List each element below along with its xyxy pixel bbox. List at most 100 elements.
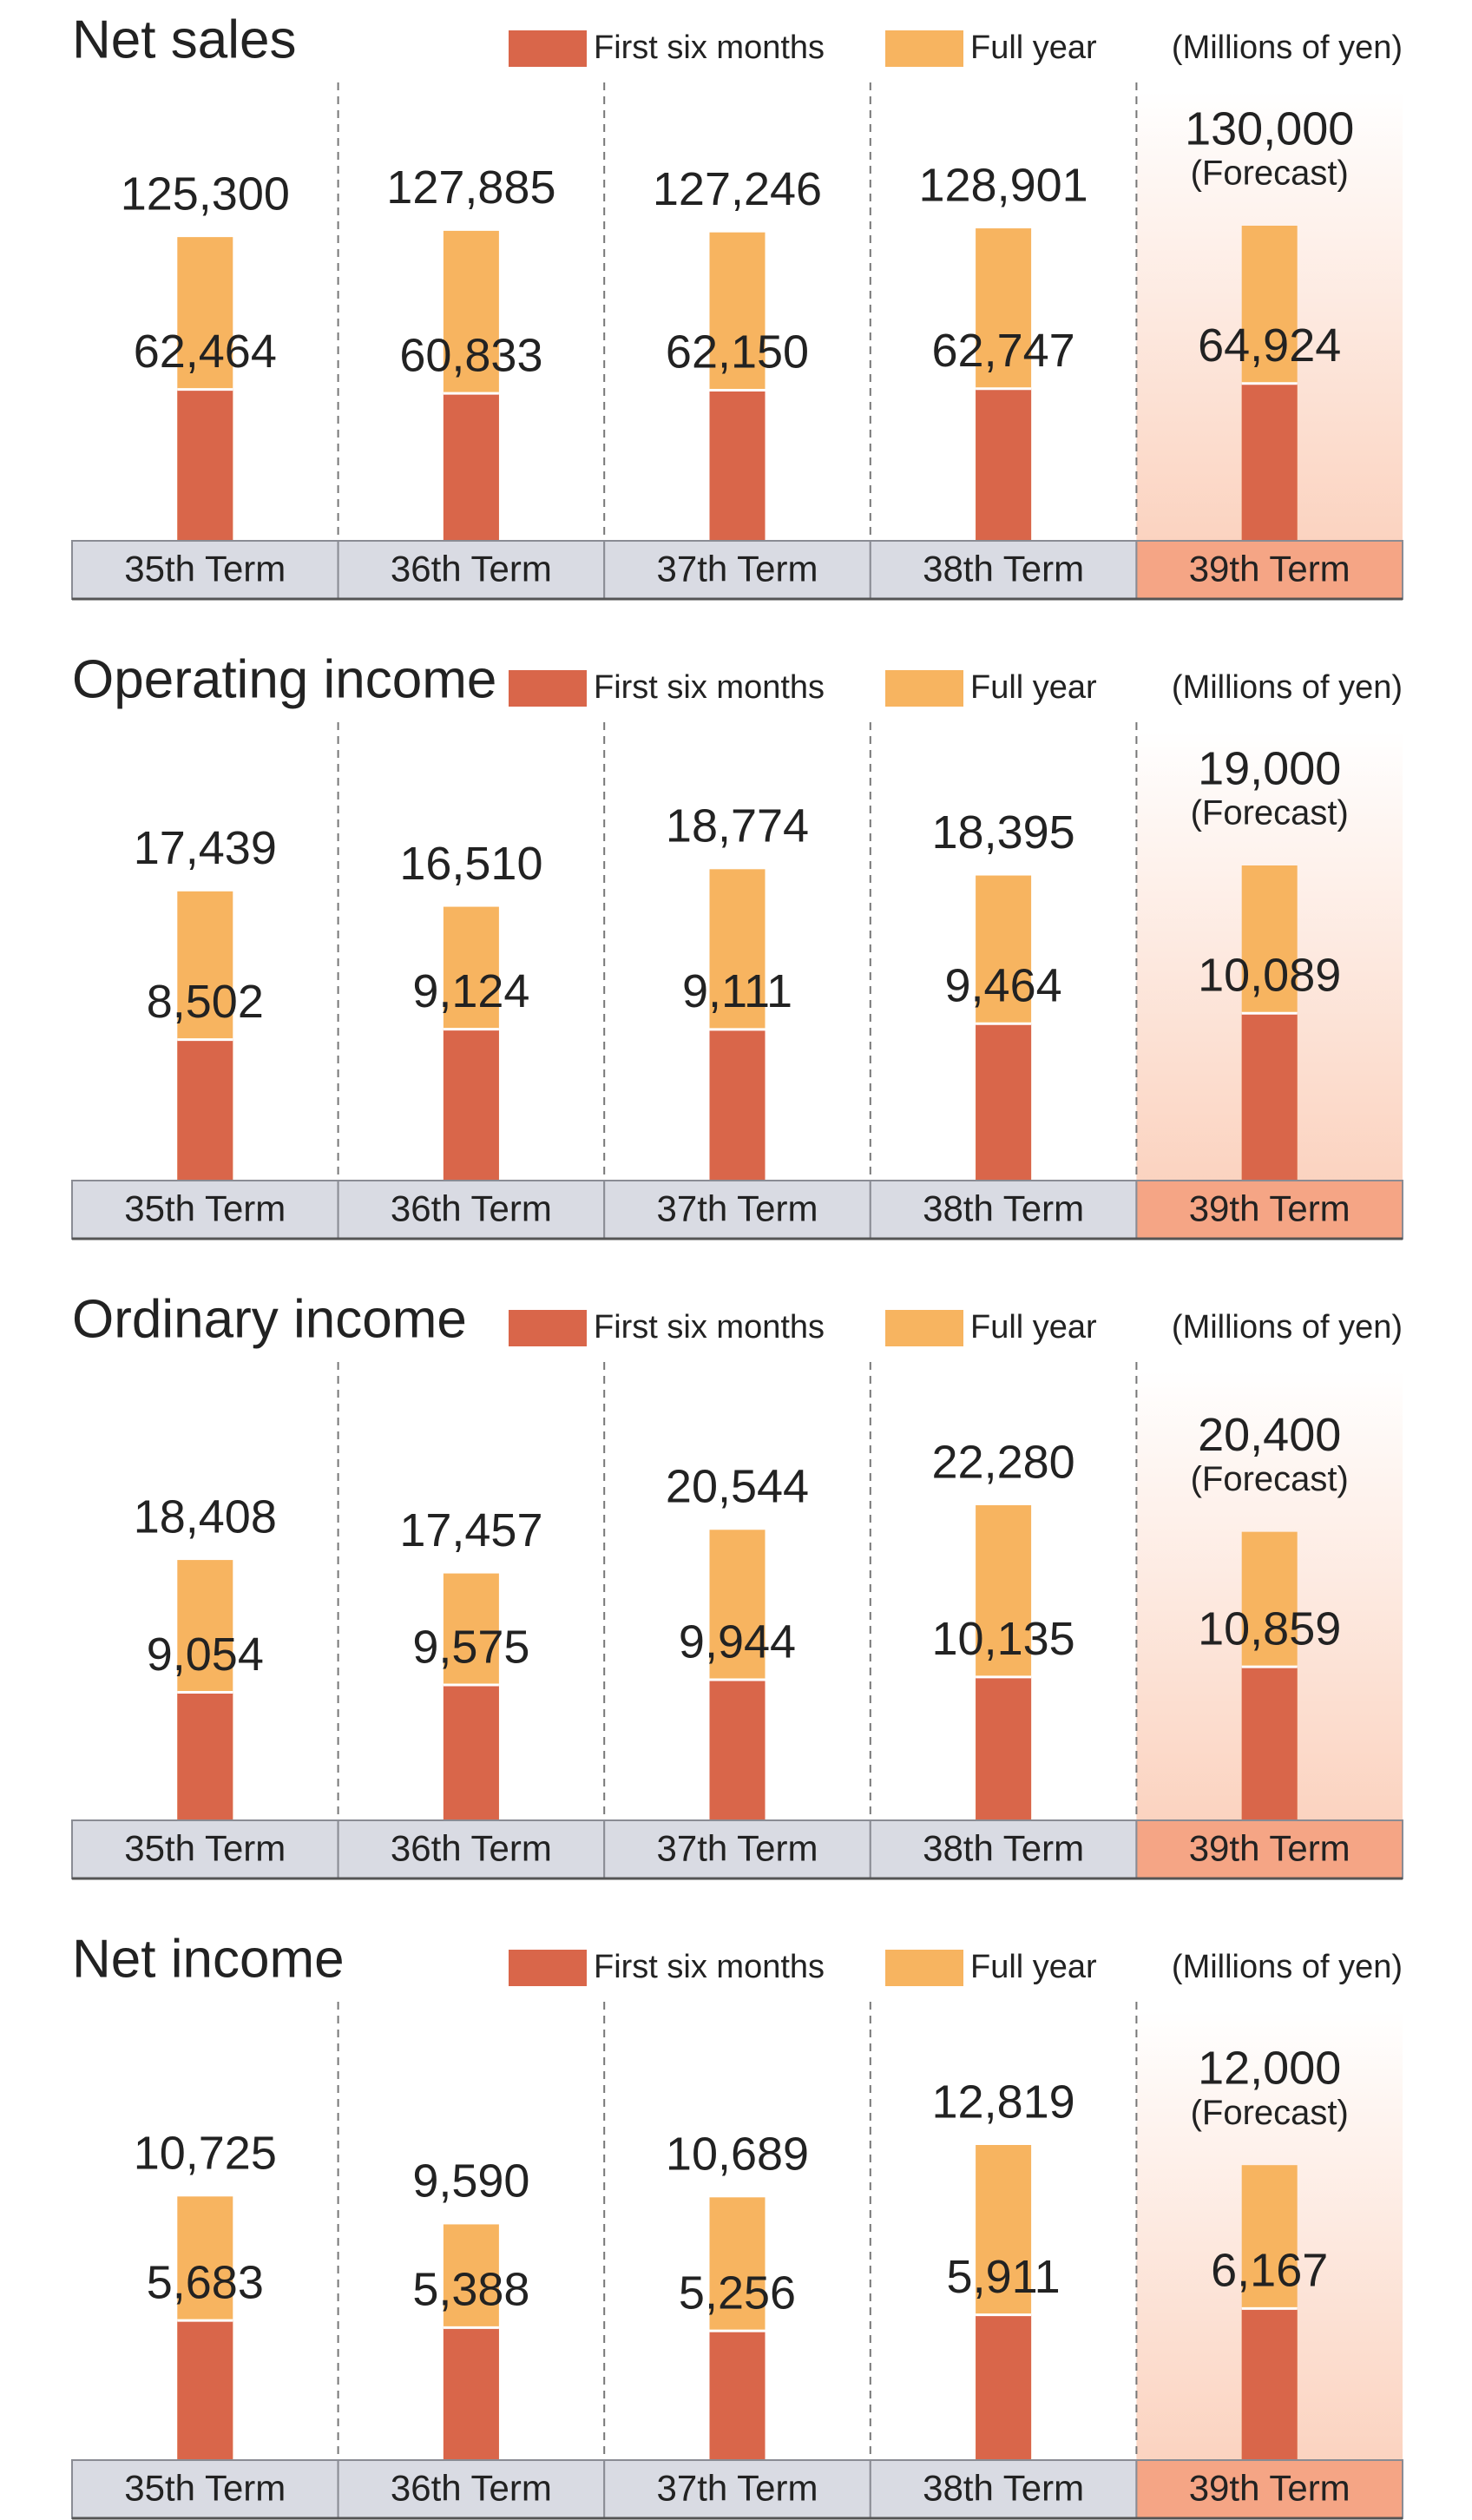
value-label: 127,246 xyxy=(653,163,822,215)
category-band xyxy=(869,1819,1138,1879)
value-label: 60,833 xyxy=(399,329,542,381)
category-band xyxy=(603,540,871,600)
bar-first-half xyxy=(976,1676,1032,1820)
value-label: 10,859 xyxy=(1198,1602,1341,1655)
x-tick-label: 38th Term xyxy=(923,1188,1084,1229)
value-label: 12,819 xyxy=(932,2076,1075,2128)
bar-first-half xyxy=(1241,1667,1298,1820)
bar-first-half xyxy=(709,2331,766,2460)
value-label: 20,400 xyxy=(1198,1409,1341,1461)
bar-first-half xyxy=(443,1684,499,1820)
legend-swatch xyxy=(885,670,963,707)
bar-first-half xyxy=(177,2320,233,2460)
annotation: (Forecast) xyxy=(1191,155,1349,193)
x-tick-label: 38th Term xyxy=(923,549,1084,589)
value-label: 9,590 xyxy=(412,2155,529,2207)
value-label: 9,124 xyxy=(412,965,529,1017)
category-band xyxy=(337,1819,606,1879)
annotation: (Forecast) xyxy=(1191,794,1349,832)
value-label: 9,111 xyxy=(682,965,792,1017)
bar-first-half xyxy=(177,1039,233,1181)
value-label: 130,000 xyxy=(1185,102,1354,155)
value-label: 9,944 xyxy=(679,1615,796,1668)
value-label: 18,774 xyxy=(666,800,809,852)
legend-label: Full year xyxy=(970,30,1097,66)
category-band xyxy=(869,1180,1138,1240)
value-label: 5,911 xyxy=(947,2251,1061,2303)
x-tick-label: 37th Term xyxy=(657,549,818,589)
value-label: 5,256 xyxy=(679,2267,796,2319)
value-label: 9,575 xyxy=(412,1621,529,1673)
unit-label: (Millions of yen) xyxy=(1172,1309,1403,1346)
bar-first-half xyxy=(1241,1013,1298,1181)
bar-first-half xyxy=(1241,2308,1298,2460)
unit-label: (Millions of yen) xyxy=(1172,1949,1403,1985)
unit-label: (Millions of yen) xyxy=(1172,30,1403,66)
legend-label: Full year xyxy=(970,1309,1097,1346)
legend-swatch xyxy=(885,1950,963,1986)
category-band xyxy=(869,540,1138,600)
value-label: 128,901 xyxy=(918,159,1088,211)
value-label: 10,725 xyxy=(134,2128,277,2180)
value-label: 62,747 xyxy=(932,325,1075,377)
unit-label: (Millions of yen) xyxy=(1172,669,1403,706)
legend-swatch xyxy=(509,30,587,67)
category-band xyxy=(603,1180,871,1240)
category-band xyxy=(603,1819,871,1879)
x-tick-label: 39th Term xyxy=(1189,549,1350,589)
chart-title: Operating income xyxy=(72,649,496,709)
value-label: 62,150 xyxy=(666,326,809,378)
x-tick-label: 38th Term xyxy=(923,1828,1084,1869)
x-tick-label: 37th Term xyxy=(657,1828,818,1869)
value-label: 18,408 xyxy=(134,1490,277,1543)
bar-first-half xyxy=(976,1023,1032,1181)
x-tick-label: 36th Term xyxy=(391,1188,552,1229)
bar-first-half xyxy=(709,390,766,541)
legend-swatch xyxy=(509,1310,587,1346)
legend-label: First six months xyxy=(594,1309,825,1346)
value-label: 64,924 xyxy=(1198,319,1341,372)
value-label: 9,464 xyxy=(945,959,1062,1011)
bar-first-half xyxy=(443,1029,499,1181)
legend-label: Full year xyxy=(970,1949,1097,1985)
bar-first-half xyxy=(177,1692,233,1820)
value-label: 17,439 xyxy=(134,822,277,874)
x-tick-label: 37th Term xyxy=(657,1188,818,1229)
x-tick-label: 35th Term xyxy=(124,1188,286,1229)
value-label: 19,000 xyxy=(1198,742,1341,794)
category-band xyxy=(71,2459,339,2519)
chart-title: Ordinary income xyxy=(72,1289,467,1349)
bar-first-half xyxy=(709,1679,766,1820)
value-label: 10,089 xyxy=(1198,950,1341,1002)
value-label: 125,300 xyxy=(121,168,290,220)
value-label: 22,280 xyxy=(932,1436,1075,1488)
value-label: 10,135 xyxy=(932,1613,1075,1665)
value-label: 8,502 xyxy=(147,976,264,1028)
bar-first-half xyxy=(443,2327,499,2460)
legend-swatch xyxy=(885,1310,963,1346)
x-tick-label: 35th Term xyxy=(124,549,286,589)
value-label: 12,000 xyxy=(1198,2042,1341,2094)
value-label: 17,457 xyxy=(399,1504,542,1556)
value-label: 127,885 xyxy=(386,161,555,214)
category-band xyxy=(869,2459,1138,2519)
value-label: 18,395 xyxy=(932,806,1075,859)
x-tick-label: 38th Term xyxy=(923,2468,1084,2509)
bar-first-half xyxy=(709,1029,766,1181)
category-band xyxy=(337,2459,606,2519)
x-tick-label: 36th Term xyxy=(391,2468,552,2509)
x-tick-label: 39th Term xyxy=(1189,2468,1350,2509)
legend-label: First six months xyxy=(594,1949,825,1985)
annotation: (Forecast) xyxy=(1191,1460,1349,1498)
category-band xyxy=(71,540,339,600)
legend-label: First six months xyxy=(594,669,825,706)
legend-swatch xyxy=(509,670,587,707)
x-tick-label: 36th Term xyxy=(391,549,552,589)
x-tick-label: 39th Term xyxy=(1189,1188,1350,1229)
value-label: 10,689 xyxy=(666,2129,809,2181)
value-label: 9,054 xyxy=(147,1628,264,1681)
value-label: 6,167 xyxy=(1211,2245,1328,2297)
value-label: 5,388 xyxy=(412,2264,529,2316)
category-band xyxy=(1135,540,1404,600)
bar-first-half xyxy=(976,388,1032,541)
